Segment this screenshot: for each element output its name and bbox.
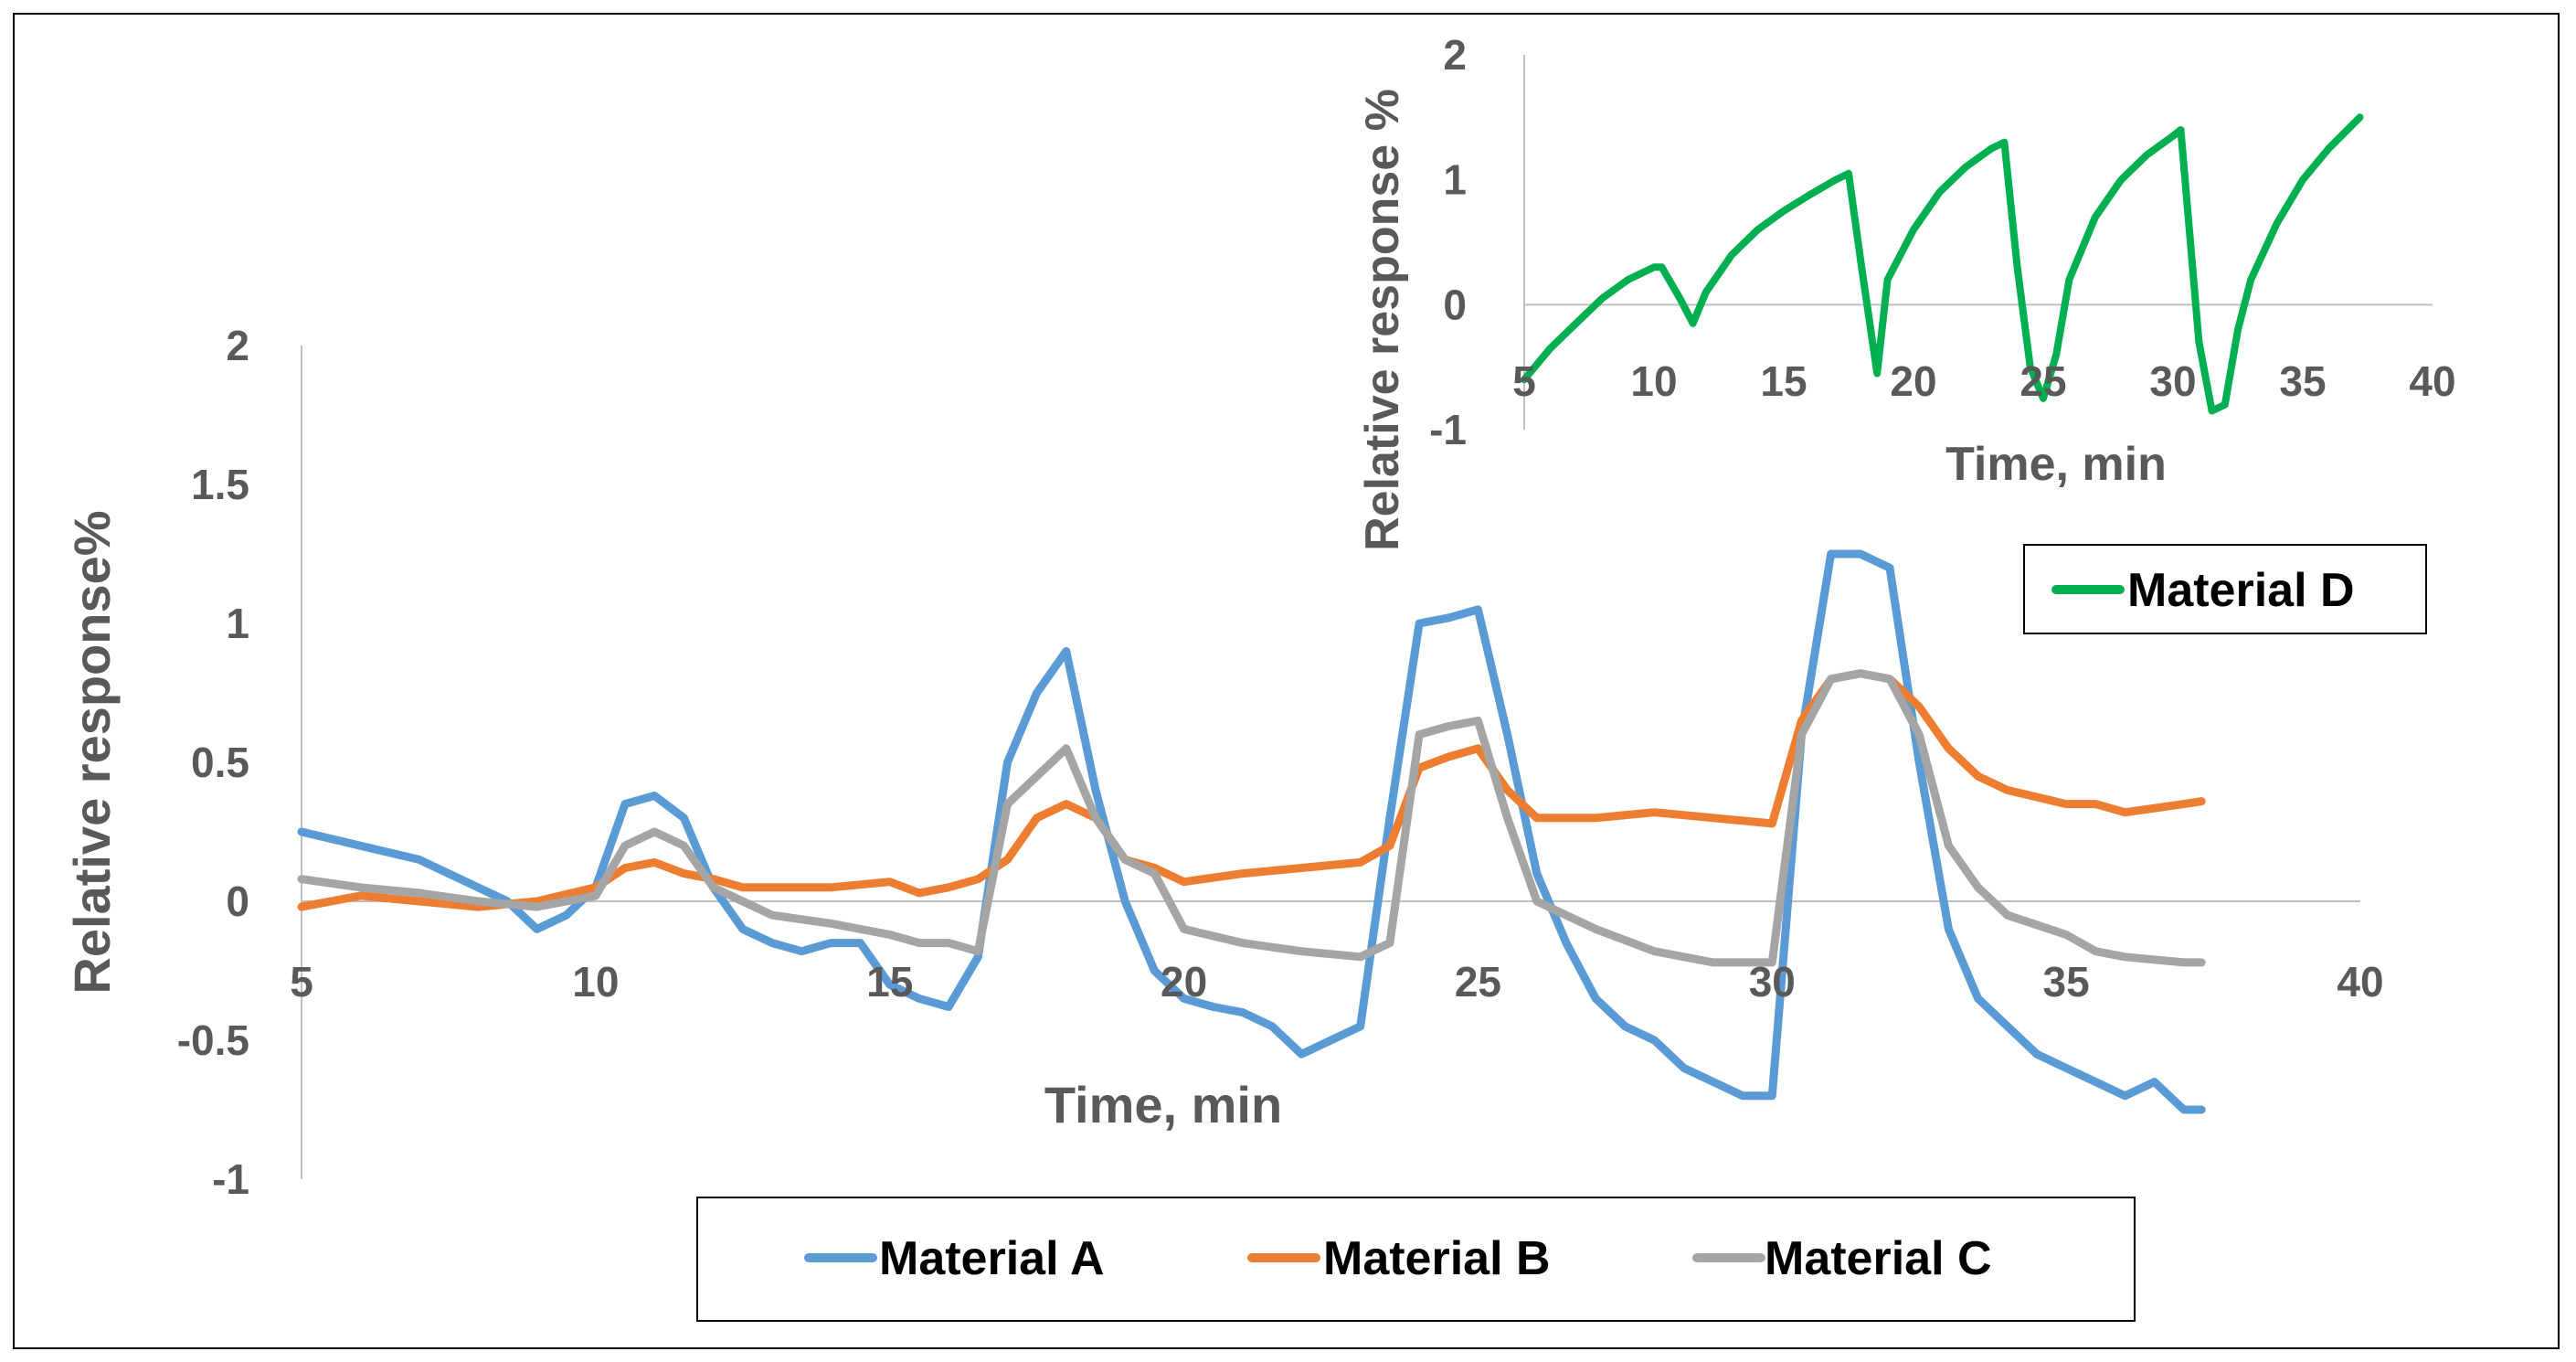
main-ticks: 5 10 15 20 25 30 35 40 -1 -0.5 0 0.5 1 1.5 2 xyxy=(177,322,2384,1203)
inset-x-tick-label: 35 xyxy=(2279,357,2326,405)
main-x-axis-title: Time, min xyxy=(1044,1076,1282,1133)
main-x-tick-label: 15 xyxy=(866,958,913,1006)
main-x-tick-label: 10 xyxy=(572,958,619,1006)
inset-y-tick-label: 1 xyxy=(1443,156,1467,204)
inset-y-tick-label: 0 xyxy=(1443,281,1467,328)
inset-ticks: 5 10 15 20 25 30 35 40 -1 0 1 2 xyxy=(1429,31,2455,453)
inset-series xyxy=(1521,113,2364,415)
inset-y-tick-label: 2 xyxy=(1443,31,1467,79)
series-line-material-a xyxy=(297,549,2206,1114)
main-y-tick-label: 0 xyxy=(226,878,249,925)
inset-x-tick-label: 25 xyxy=(2019,357,2066,405)
main-y-tick-label: 2 xyxy=(226,322,249,369)
main-y-tick-label: 0.5 xyxy=(191,739,249,786)
main-axes xyxy=(301,346,2360,1179)
main-y-axis-title: Relative response% xyxy=(63,510,121,994)
inset-x-tick-label: 10 xyxy=(1630,357,1677,405)
inset-x-tick-label: 30 xyxy=(2149,357,2196,405)
legend-label-material-b: Material B xyxy=(1323,1232,1551,1285)
series-line-material-c xyxy=(297,669,2206,967)
main-x-tick-label: 40 xyxy=(2337,958,2383,1006)
main-y-tick-label: 1 xyxy=(226,600,249,647)
main-x-tick-label: 35 xyxy=(2043,958,2090,1006)
main-y-tick-label: -1 xyxy=(212,1155,249,1203)
legend-label-material-c: Material C xyxy=(1765,1232,1992,1285)
main-y-tick-label: 1.5 xyxy=(191,461,249,508)
inset-y-axis-title: Relative response % xyxy=(1356,89,1409,551)
main-x-tick-label: 30 xyxy=(1749,958,1796,1006)
main-y-tick-label: -0.5 xyxy=(177,1016,249,1064)
main-x-tick-label: 20 xyxy=(1161,958,1207,1006)
inset-x-tick-label: 15 xyxy=(1760,357,1807,405)
series-line-material-b xyxy=(297,669,2206,911)
inset-x-tick-label: 5 xyxy=(1512,357,1536,405)
main-x-tick-label: 5 xyxy=(290,958,313,1006)
chart-frame xyxy=(13,13,2560,1349)
legend-label-material-a: Material A xyxy=(879,1232,1105,1285)
main-x-tick-label: 25 xyxy=(1455,958,1501,1006)
inset-axes xyxy=(1523,55,2433,430)
inset-chart: 5 10 15 20 25 30 35 40 -1 0 1 2 Time, min Relative … xyxy=(1356,31,2456,551)
main-series xyxy=(297,549,2206,1114)
inset-x-axis-title: Time, min xyxy=(1945,438,2167,491)
legend-label-material-d: Material D xyxy=(2127,564,2355,617)
main-legend-box xyxy=(696,1197,2136,1322)
main-chart: 5 10 15 20 25 30 35 40 -1 -0.5 0 0.5 1 1.5 2 Time, min… xyxy=(63,322,2384,1203)
main-legend: Material A Material B Material C xyxy=(696,1197,2136,1322)
series-line-material-d xyxy=(1521,113,2364,415)
inset-x-tick-label: 40 xyxy=(2409,357,2455,405)
inset-legend: Material D xyxy=(2023,544,2427,634)
inset-y-tick-label: -1 xyxy=(1429,406,1467,453)
inset-x-tick-label: 20 xyxy=(1890,357,1936,405)
